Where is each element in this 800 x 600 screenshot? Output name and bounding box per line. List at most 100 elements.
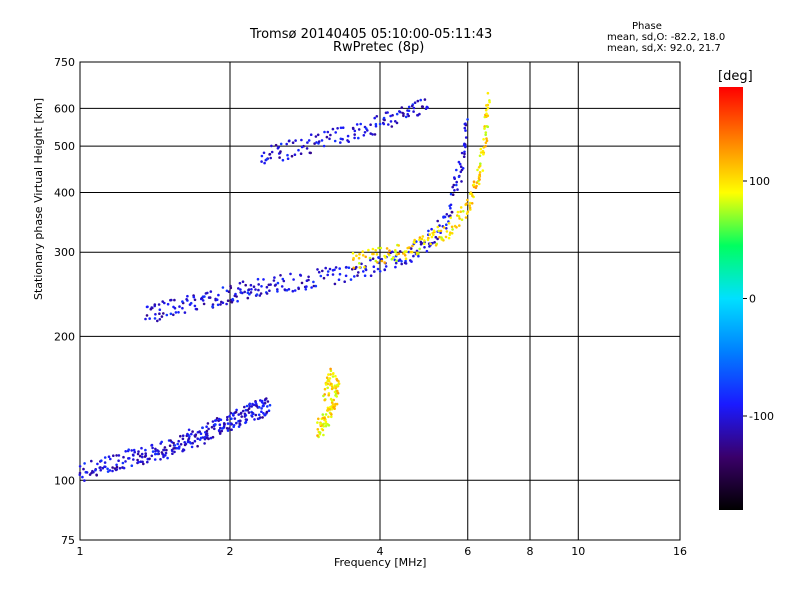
data-point xyxy=(117,459,120,463)
data-point xyxy=(262,404,265,408)
data-point xyxy=(432,229,436,232)
data-point xyxy=(373,133,377,136)
data-point xyxy=(358,266,362,269)
data-point xyxy=(233,417,237,420)
data-point xyxy=(104,465,107,469)
data-point xyxy=(252,285,256,289)
data-point xyxy=(163,301,166,305)
data-point xyxy=(481,149,485,153)
data-point xyxy=(191,430,194,433)
data-point xyxy=(153,458,157,461)
data-point xyxy=(314,284,318,288)
data-point xyxy=(218,423,222,427)
data-point xyxy=(177,439,180,443)
data-point xyxy=(375,115,379,118)
data-point xyxy=(196,437,199,441)
data-point xyxy=(293,153,297,156)
data-point xyxy=(460,218,464,221)
data-point xyxy=(357,128,361,131)
data-point xyxy=(248,292,251,296)
data-point xyxy=(227,290,231,294)
data-point xyxy=(124,460,127,463)
data-point xyxy=(109,457,112,461)
data-point xyxy=(194,435,197,438)
data-point xyxy=(281,277,285,281)
data-point xyxy=(413,101,417,104)
data-point xyxy=(177,447,181,450)
data-point xyxy=(218,429,221,432)
data-point xyxy=(400,260,403,263)
data-point xyxy=(390,257,394,261)
data-point xyxy=(213,427,216,431)
data-point xyxy=(121,461,125,465)
data-point xyxy=(468,204,472,207)
x-tick-label: 10 xyxy=(571,545,585,558)
data-point xyxy=(421,235,425,238)
data-point xyxy=(173,444,177,447)
data-point xyxy=(482,138,485,141)
data-point xyxy=(262,412,265,415)
data-point xyxy=(330,415,333,419)
data-point xyxy=(253,418,256,421)
data-point xyxy=(297,148,300,152)
data-point xyxy=(485,137,488,140)
data-point xyxy=(331,273,335,276)
data-point xyxy=(464,136,468,139)
data-point xyxy=(188,303,192,306)
data-point xyxy=(181,300,184,303)
data-point xyxy=(335,377,339,381)
data-point xyxy=(345,265,348,269)
data-point xyxy=(395,253,399,256)
data-point xyxy=(336,389,339,393)
data-point xyxy=(468,201,472,205)
data-point xyxy=(438,235,441,239)
data-point xyxy=(199,436,203,440)
data-point xyxy=(193,439,197,443)
data-point xyxy=(179,443,183,446)
data-point xyxy=(322,433,325,437)
data-point xyxy=(382,122,386,126)
data-point xyxy=(238,281,242,285)
data-point xyxy=(175,446,179,450)
data-point xyxy=(268,289,271,293)
data-point xyxy=(260,285,263,288)
data-point xyxy=(324,383,328,386)
data-point xyxy=(465,202,469,205)
data-point xyxy=(226,429,230,432)
data-point xyxy=(289,272,292,276)
data-point xyxy=(328,267,332,271)
data-point xyxy=(168,444,172,448)
data-point xyxy=(478,173,482,176)
data-point xyxy=(260,160,263,163)
data-point xyxy=(449,192,453,196)
data-point xyxy=(122,466,126,470)
data-point xyxy=(324,420,328,424)
data-point xyxy=(209,436,213,440)
data-point xyxy=(445,213,449,216)
data-point xyxy=(205,429,209,433)
data-point xyxy=(333,282,337,286)
data-point xyxy=(395,121,399,125)
data-point xyxy=(457,175,461,179)
data-point xyxy=(397,244,401,247)
data-point xyxy=(99,466,102,469)
data-point xyxy=(128,457,131,460)
data-point xyxy=(477,177,481,180)
data-point xyxy=(92,470,95,474)
data-point xyxy=(362,270,365,273)
data-point xyxy=(395,259,398,263)
data-point xyxy=(441,237,444,241)
data-point xyxy=(352,266,356,270)
data-point xyxy=(244,413,247,417)
data-point xyxy=(287,139,291,143)
data-point xyxy=(300,145,304,149)
colorbar-tick-label: -100 xyxy=(749,410,774,423)
data-point xyxy=(138,454,142,458)
data-point xyxy=(460,180,463,183)
x-tick-label: 8 xyxy=(527,545,534,558)
data-point xyxy=(485,112,488,115)
data-point xyxy=(94,468,97,472)
data-point xyxy=(312,280,315,284)
data-point xyxy=(371,257,375,261)
data-point xyxy=(99,468,102,472)
